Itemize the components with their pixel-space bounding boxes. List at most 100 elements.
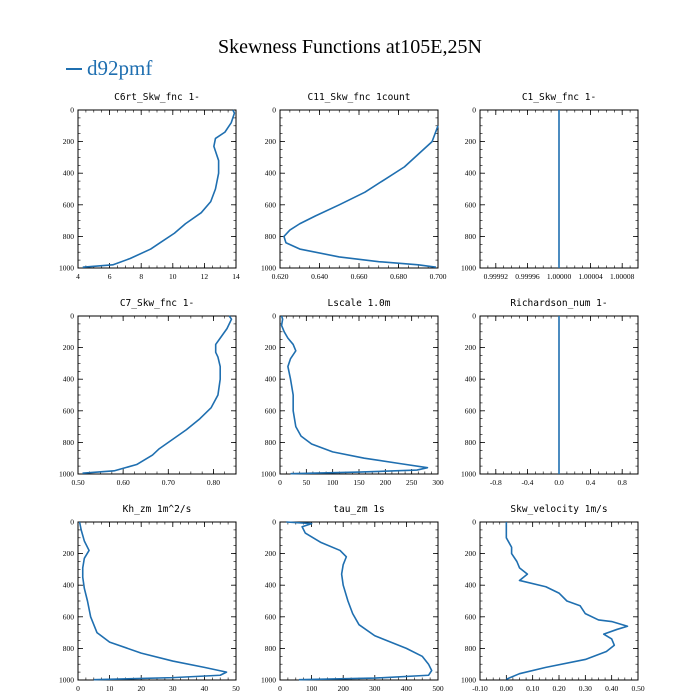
x-tick-label: 0.50 [71, 478, 84, 487]
x-tick-label: 12 [201, 272, 209, 281]
plot-title: C7_Skw_fnc 1- [120, 298, 194, 309]
plot-title: C6rt_Skw_fnc 1- [114, 92, 200, 103]
subplot-5: Lscale 1.0m 0 50 100 150 200 250 300 0 200 400 600 8… [261, 298, 444, 487]
x-tick-label: 50 [303, 478, 311, 487]
y-tick-label: 0 [70, 312, 74, 321]
y-tick-label: 400 [63, 375, 75, 384]
y-tick-label: 1000 [59, 264, 74, 273]
x-tick-label: 200 [380, 478, 392, 487]
x-tick-label: 0.10 [526, 684, 539, 693]
x-tick-label: -0.10 [472, 684, 488, 693]
y-tick-label: 600 [63, 612, 75, 621]
x-tick-label: 0.70 [162, 478, 175, 487]
y-tick-label: 600 [465, 612, 477, 621]
subplot-8: tau_zm 1s 0 100 200 300 400 500 0 200 400 600 800 10… [261, 504, 444, 693]
y-tick-label: 0 [272, 106, 276, 115]
subplot-9: Skw_velocity 1m/s -0.10 0.00 0.10 0.20 0.30 0.… [461, 504, 645, 693]
x-tick-label: 0.660 [351, 272, 368, 281]
y-tick-label: 800 [465, 644, 477, 653]
y-tick-label: 200 [265, 549, 277, 558]
x-tick-label: 6 [108, 272, 112, 281]
x-tick-label: 100 [327, 478, 339, 487]
x-tick-label: 30 [169, 684, 177, 693]
x-tick-label: 0.4 [586, 478, 596, 487]
x-tick-label: -0.8 [490, 478, 502, 487]
y-tick-label: 0 [472, 518, 476, 527]
subplot-1: C6rt_Skw_fnc 1- 4 6 8 10 12 14 0 200 400 600 800 100… [59, 92, 240, 281]
y-tick-label: 600 [63, 406, 75, 415]
x-tick-label: 150 [353, 478, 365, 487]
y-tick-label: 0 [472, 106, 476, 115]
y-tick-label: 200 [63, 137, 75, 146]
x-tick-label: 300 [432, 478, 444, 487]
y-tick-label: 800 [63, 644, 75, 653]
x-tick-label: 0.99996 [515, 272, 540, 281]
subplot-2: C11_Skw_fnc 1count 0.620 0.640 0.660 0.680 0.… [261, 92, 447, 281]
y-tick-label: 1000 [461, 470, 476, 479]
x-tick-label: 0.20 [552, 684, 565, 693]
x-tick-label: 0.60 [117, 478, 130, 487]
x-tick-label: 0 [278, 478, 282, 487]
x-tick-label: 1.00000 [547, 272, 572, 281]
y-tick-label: 400 [265, 169, 277, 178]
plot-title: Richardson_num 1- [510, 298, 607, 309]
plot-frame [279, 109, 439, 269]
x-tick-label: 0.620 [272, 272, 289, 281]
y-tick-label: 800 [63, 438, 75, 447]
subplot-3: C1_Skw_fnc 1- 0.99992 0.99996 1.00000 1.0000… [461, 92, 639, 281]
x-tick-label: 0.00 [500, 684, 513, 693]
y-tick-label: 400 [63, 169, 75, 178]
x-tick-label: 0 [278, 684, 282, 693]
y-tick-label: 800 [265, 438, 277, 447]
y-tick-label: 400 [465, 169, 477, 178]
subplot-7: Kh_zm 1m^2/s 0 10 20 30 40 50 0 200 400 600 800 1000 [59, 504, 240, 693]
y-tick-label: 600 [265, 612, 277, 621]
plot-title: Skw_velocity 1m/s [510, 504, 607, 515]
y-tick-label: 600 [265, 406, 277, 415]
y-tick-label: 0 [272, 518, 276, 527]
y-tick-label: 800 [265, 232, 277, 241]
y-tick-label: 0 [272, 312, 276, 321]
x-tick-label: 0.40 [605, 684, 618, 693]
plot-frame [279, 315, 439, 475]
y-tick-label: 1000 [461, 676, 476, 685]
x-tick-label: 1.00008 [610, 272, 635, 281]
y-tick-label: 1000 [261, 470, 276, 479]
y-tick-label: 1000 [59, 470, 74, 479]
x-tick-label: 14 [232, 272, 240, 281]
legend: d92pmf [66, 56, 152, 81]
plot-frame [479, 521, 639, 681]
x-tick-label: 200 [338, 684, 350, 693]
plot-title: Lscale 1.0m [328, 298, 391, 309]
x-tick-label: 40 [201, 684, 209, 693]
series-line [283, 125, 439, 269]
series-line [82, 109, 236, 269]
x-tick-label: 400 [401, 684, 413, 693]
x-tick-label: 8 [139, 272, 143, 281]
y-tick-label: 400 [265, 581, 277, 590]
series-line [78, 521, 228, 681]
plot-title: tau_zm 1s [333, 504, 384, 515]
y-tick-label: 400 [265, 375, 277, 384]
y-tick-label: 200 [465, 137, 477, 146]
y-tick-label: 600 [465, 200, 477, 209]
x-tick-label: 0 [76, 684, 80, 693]
y-tick-label: 600 [265, 200, 277, 209]
series-line [505, 522, 629, 680]
x-tick-label: 10 [169, 272, 177, 281]
plot-title: C11_Skw_fnc 1count [308, 92, 411, 103]
y-tick-label: 0 [70, 518, 74, 527]
y-tick-label: 800 [465, 232, 477, 241]
x-tick-label: 500 [432, 684, 444, 693]
x-tick-label: 1.00004 [578, 272, 603, 281]
x-tick-label: 0.680 [390, 272, 407, 281]
x-tick-label: -0.4 [521, 478, 533, 487]
y-tick-label: 400 [63, 581, 75, 590]
x-tick-label: 250 [406, 478, 418, 487]
y-tick-label: 1000 [261, 264, 276, 273]
x-tick-label: 0.99992 [484, 272, 509, 281]
plot-title: C1_Skw_fnc 1- [522, 92, 596, 103]
x-tick-label: 0.0 [554, 478, 564, 487]
y-tick-label: 1000 [261, 676, 276, 685]
